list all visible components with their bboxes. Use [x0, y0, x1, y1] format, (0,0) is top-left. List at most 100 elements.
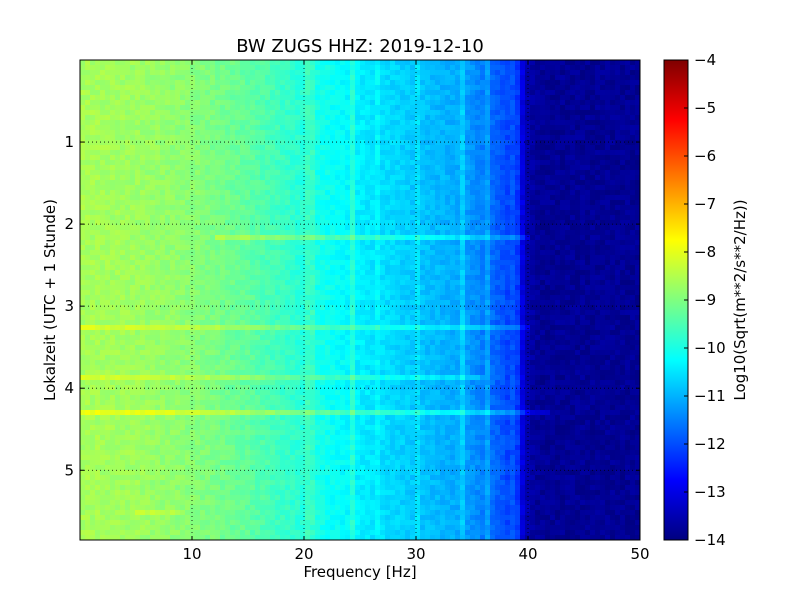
heatmap-cell — [275, 165, 281, 171]
heatmap-cell — [565, 80, 571, 86]
heatmap-cell — [275, 245, 281, 251]
heatmap-cell — [460, 65, 466, 71]
heatmap-cell — [570, 150, 576, 156]
heatmap-cell — [275, 195, 281, 201]
heatmap-cell — [235, 190, 241, 196]
heatmap-cell — [520, 115, 526, 121]
heatmap-cell — [480, 220, 486, 226]
heatmap-cell — [420, 190, 426, 196]
heatmap-cell — [185, 120, 191, 126]
heatmap-cell — [155, 280, 161, 286]
heatmap-cell — [110, 60, 116, 66]
heatmap-cell — [435, 220, 441, 226]
heatmap-cell — [600, 65, 606, 71]
heatmap-cell — [320, 255, 326, 261]
heatmap-cell — [600, 165, 606, 171]
heatmap-cell — [370, 105, 376, 111]
heatmap-cell — [585, 85, 591, 91]
heatmap-cell — [180, 250, 186, 256]
heatmap-cell — [555, 120, 561, 126]
heatmap-cell — [520, 90, 526, 96]
heatmap-cell — [180, 260, 186, 266]
heatmap-cell — [495, 240, 501, 246]
heatmap-cell — [140, 270, 146, 276]
heatmap-cell — [455, 270, 461, 276]
heatmap-cell — [605, 180, 611, 186]
heatmap-cell — [340, 205, 346, 211]
heatmap-cell — [215, 105, 221, 111]
heatmap-cell — [390, 270, 396, 276]
heatmap-cell — [215, 190, 221, 196]
heatmap-cell — [260, 175, 266, 181]
heatmap-cell — [370, 135, 376, 141]
heatmap-cell — [355, 240, 361, 246]
heatmap-cell — [125, 190, 131, 196]
heatmap-cell — [630, 170, 636, 176]
heatmap-cell — [95, 235, 101, 241]
heatmap-cell — [115, 280, 121, 286]
heatmap-cell — [375, 90, 381, 96]
heatmap-cell — [155, 75, 161, 81]
heatmap-cell — [105, 105, 111, 111]
heatmap-cell — [415, 265, 421, 271]
heatmap-cell — [420, 275, 426, 281]
heatmap-cell — [610, 120, 616, 126]
heatmap-cell — [610, 165, 616, 171]
heatmap-cell — [220, 260, 226, 266]
heatmap-cell — [600, 220, 606, 226]
heatmap-cell — [625, 185, 631, 191]
heatmap-cell — [115, 135, 121, 141]
heatmap-cell — [565, 235, 571, 241]
heatmap-cell — [315, 210, 321, 216]
heatmap-cell — [375, 275, 381, 281]
heatmap-cell — [290, 175, 296, 181]
heatmap-cell — [585, 195, 591, 201]
heatmap-cell — [175, 115, 181, 121]
heatmap-cell — [160, 65, 166, 71]
heatmap-cell — [130, 280, 136, 286]
heatmap-cell — [150, 165, 156, 171]
heatmap-cell — [325, 225, 331, 231]
heatmap-cell — [455, 165, 461, 171]
heatmap-cell — [530, 105, 536, 111]
heatmap-cell — [490, 70, 496, 76]
heatmap-cell — [380, 230, 386, 236]
heatmap-cell — [415, 230, 421, 236]
heatmap-cell — [395, 140, 401, 146]
heatmap-cell — [160, 240, 166, 246]
heatmap-cell — [420, 155, 426, 161]
heatmap-cell — [450, 160, 456, 166]
heatmap-cell — [305, 170, 311, 176]
heatmap-cell — [85, 215, 91, 221]
heatmap-cell — [485, 115, 491, 121]
heatmap-cell — [385, 195, 391, 201]
heatmap-cell — [270, 215, 276, 221]
heatmap-cell — [80, 130, 86, 136]
heatmap-cell — [340, 270, 346, 276]
heatmap-cell — [320, 180, 326, 186]
heatmap-cell — [430, 245, 436, 251]
heatmap-cell — [420, 90, 426, 96]
heatmap-cell — [565, 180, 571, 186]
heatmap-cell — [100, 180, 106, 186]
heatmap-cell — [455, 200, 461, 206]
heatmap-cell — [435, 250, 441, 256]
heatmap-cell — [375, 60, 381, 66]
heatmap-cell — [510, 270, 516, 276]
heatmap-cell — [325, 250, 331, 256]
heatmap-cell — [615, 210, 621, 216]
heatmap-cell — [265, 125, 271, 131]
heatmap-cell — [465, 200, 471, 206]
heatmap-cell — [125, 235, 131, 241]
heatmap-cell — [205, 220, 211, 226]
heatmap-cell — [580, 200, 586, 206]
heatmap-cell — [560, 135, 566, 141]
heatmap-cell — [320, 230, 326, 236]
heatmap-cell — [385, 260, 391, 266]
heatmap-cell — [585, 120, 591, 126]
heatmap-cell — [110, 145, 116, 151]
heatmap-cell — [360, 85, 366, 91]
heatmap-cell — [420, 225, 426, 231]
heatmap-cell — [320, 190, 326, 196]
heatmap-cell — [540, 125, 546, 131]
